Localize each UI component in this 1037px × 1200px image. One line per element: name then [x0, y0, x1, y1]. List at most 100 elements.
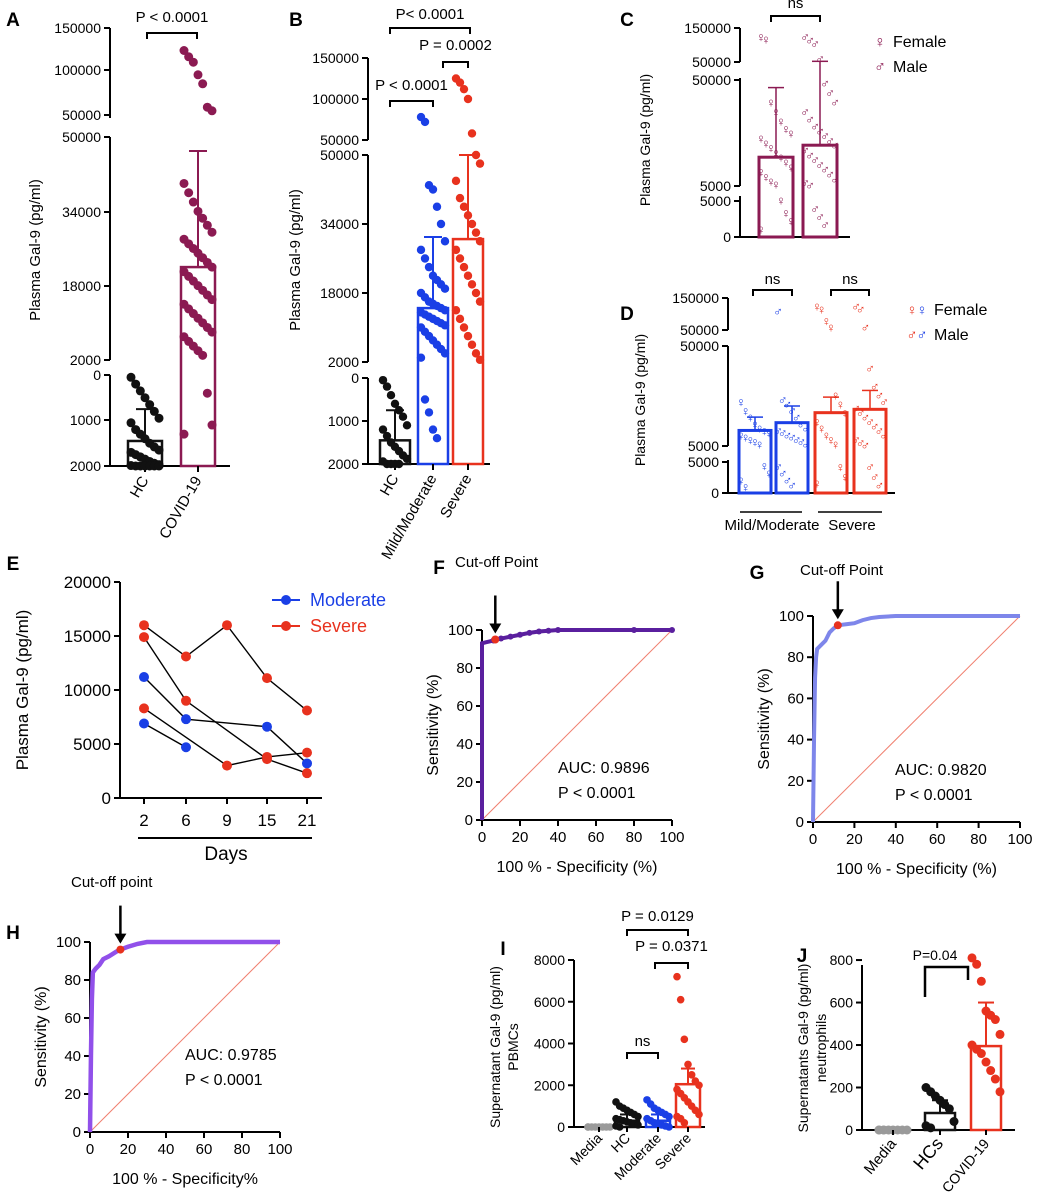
sex-symbol-point: ♀ [771, 145, 781, 160]
data-point-moderate [181, 714, 191, 725]
y-tick-label: 0 [465, 812, 473, 829]
x-tick-label: Media [861, 1135, 901, 1178]
sex-symbol-point: ♀ [766, 141, 776, 156]
y-tick-label: 60 [64, 1010, 81, 1027]
sex-symbol-point: ♂ [787, 403, 797, 418]
roc-point [498, 635, 504, 642]
ns-D-moderate-bracket [752, 289, 793, 296]
sex-symbol-point: ♀ [745, 432, 755, 447]
x-axis-label: 100 % - Specificity (%) [497, 859, 658, 876]
cut-off-arrow-head [489, 623, 502, 634]
y-tick-label: 8000 [534, 952, 565, 968]
data-point [432, 434, 442, 443]
y-axis-label: Sensitivity (%) [33, 986, 50, 1087]
sex-symbol-point: ♀ [736, 395, 746, 410]
data-point-severe [139, 703, 149, 714]
sex-symbol-point: ♂ [820, 129, 830, 144]
sex-symbol-point: ♀ [741, 430, 751, 445]
y-tick-label: 100 [779, 608, 804, 625]
data-point [455, 314, 465, 324]
sex-symbol-point: ♂ [805, 33, 815, 48]
data-point [179, 46, 189, 55]
data-point [665, 1112, 673, 1121]
data-point-moderate [181, 742, 191, 753]
data-point [902, 1125, 912, 1135]
data-point [378, 425, 388, 434]
data-point [416, 353, 426, 362]
sex-symbol-point: ♂ [851, 401, 861, 416]
series-line-moderate [143, 722, 187, 748]
data-point [126, 418, 136, 428]
x-tick-label: HC [127, 473, 153, 500]
data-point [402, 454, 412, 464]
data-point [154, 461, 164, 471]
data-point [440, 237, 450, 246]
cut-off-arrow-head [831, 609, 844, 620]
y-tick-label: 50000 [62, 107, 101, 123]
sex-symbol-point: ♀ [812, 415, 822, 430]
sex-symbol-point: ♂ [792, 410, 802, 425]
x-axis-label: 100 % - Specificity% [112, 1171, 258, 1188]
x-tick-label: 0 [478, 829, 486, 846]
auc-label: AUC: 0.9896 [558, 760, 650, 777]
sex-symbol-point: ♂ [810, 36, 820, 51]
data-point [451, 306, 461, 315]
data-point [981, 1057, 991, 1067]
data-point [475, 355, 485, 365]
roc-point [555, 627, 561, 633]
sex-symbol-point: ♂ [830, 172, 840, 187]
sex-symbol-point: ♂ [870, 470, 880, 485]
x-tick-label: 100 [267, 1141, 292, 1158]
data-point [207, 106, 217, 116]
sex-symbol-point: ♀ [781, 121, 791, 136]
data-point [463, 211, 473, 220]
sex-symbol-point: ♂ [856, 302, 866, 317]
x-tick-label: 20 [120, 1141, 137, 1158]
panel-letter-B: B [289, 10, 303, 31]
data-point [673, 972, 681, 981]
sex-symbol-point: ♂ [830, 138, 840, 153]
panel-letter-A: A [6, 10, 20, 31]
y-tick-label: 1000 [70, 412, 101, 428]
x-tick-label: 6 [181, 811, 190, 830]
data-point [207, 295, 217, 305]
y-axis-label: Supernatant Gal-9 (pg/ml) [487, 966, 503, 1128]
sex-symbol-point: ♂ [773, 423, 783, 438]
data-point [990, 1015, 1000, 1025]
x-tick-label: COVID-19 [939, 1135, 993, 1195]
sex-symbol-point: ♂ [796, 417, 806, 432]
data-point [207, 227, 217, 237]
data-point [471, 228, 481, 237]
y-tick-label: 2000 [534, 1077, 565, 1093]
sex-symbol-point: ♀ [781, 155, 791, 170]
data-point [463, 331, 473, 341]
p-value-B-hc-severe-bracket [389, 27, 471, 34]
data-point-severe [139, 620, 149, 631]
sex-symbol-point: ♀ [840, 470, 850, 485]
sex-symbol-point: ♂ [820, 76, 830, 91]
data-point [198, 350, 208, 360]
data-point [440, 306, 450, 315]
y-tick-label: 0 [102, 789, 111, 808]
legend-male-symbol: ♂ [874, 59, 886, 76]
series-line-severe [143, 707, 308, 767]
sex-symbol-point: ♂ [800, 175, 810, 190]
sex-symbol-point: ♀ [786, 126, 796, 141]
y-axis-label: Plasma Gal-9 (pg/ml) [27, 179, 44, 321]
sex-symbol-point: ♀ [817, 421, 827, 436]
reference-diagonal [481, 629, 673, 821]
series-line-severe [143, 624, 308, 712]
p-value-B-mild-severe-bracket [442, 61, 469, 68]
x-tick-label: 40 [158, 1141, 175, 1158]
sex-symbol-point: ♂ [801, 421, 811, 436]
data-point [207, 327, 217, 337]
data-point [424, 262, 434, 272]
data-point-severe [302, 768, 312, 779]
sex-symbol-point: ♂ [879, 395, 889, 410]
x-tick-label: Severe [437, 472, 475, 522]
y-tick-label: 50000 [320, 132, 359, 148]
sex-symbol-point: ♂ [787, 430, 797, 445]
x-tick-label: HCs [909, 1134, 947, 1174]
data-point [207, 420, 217, 430]
